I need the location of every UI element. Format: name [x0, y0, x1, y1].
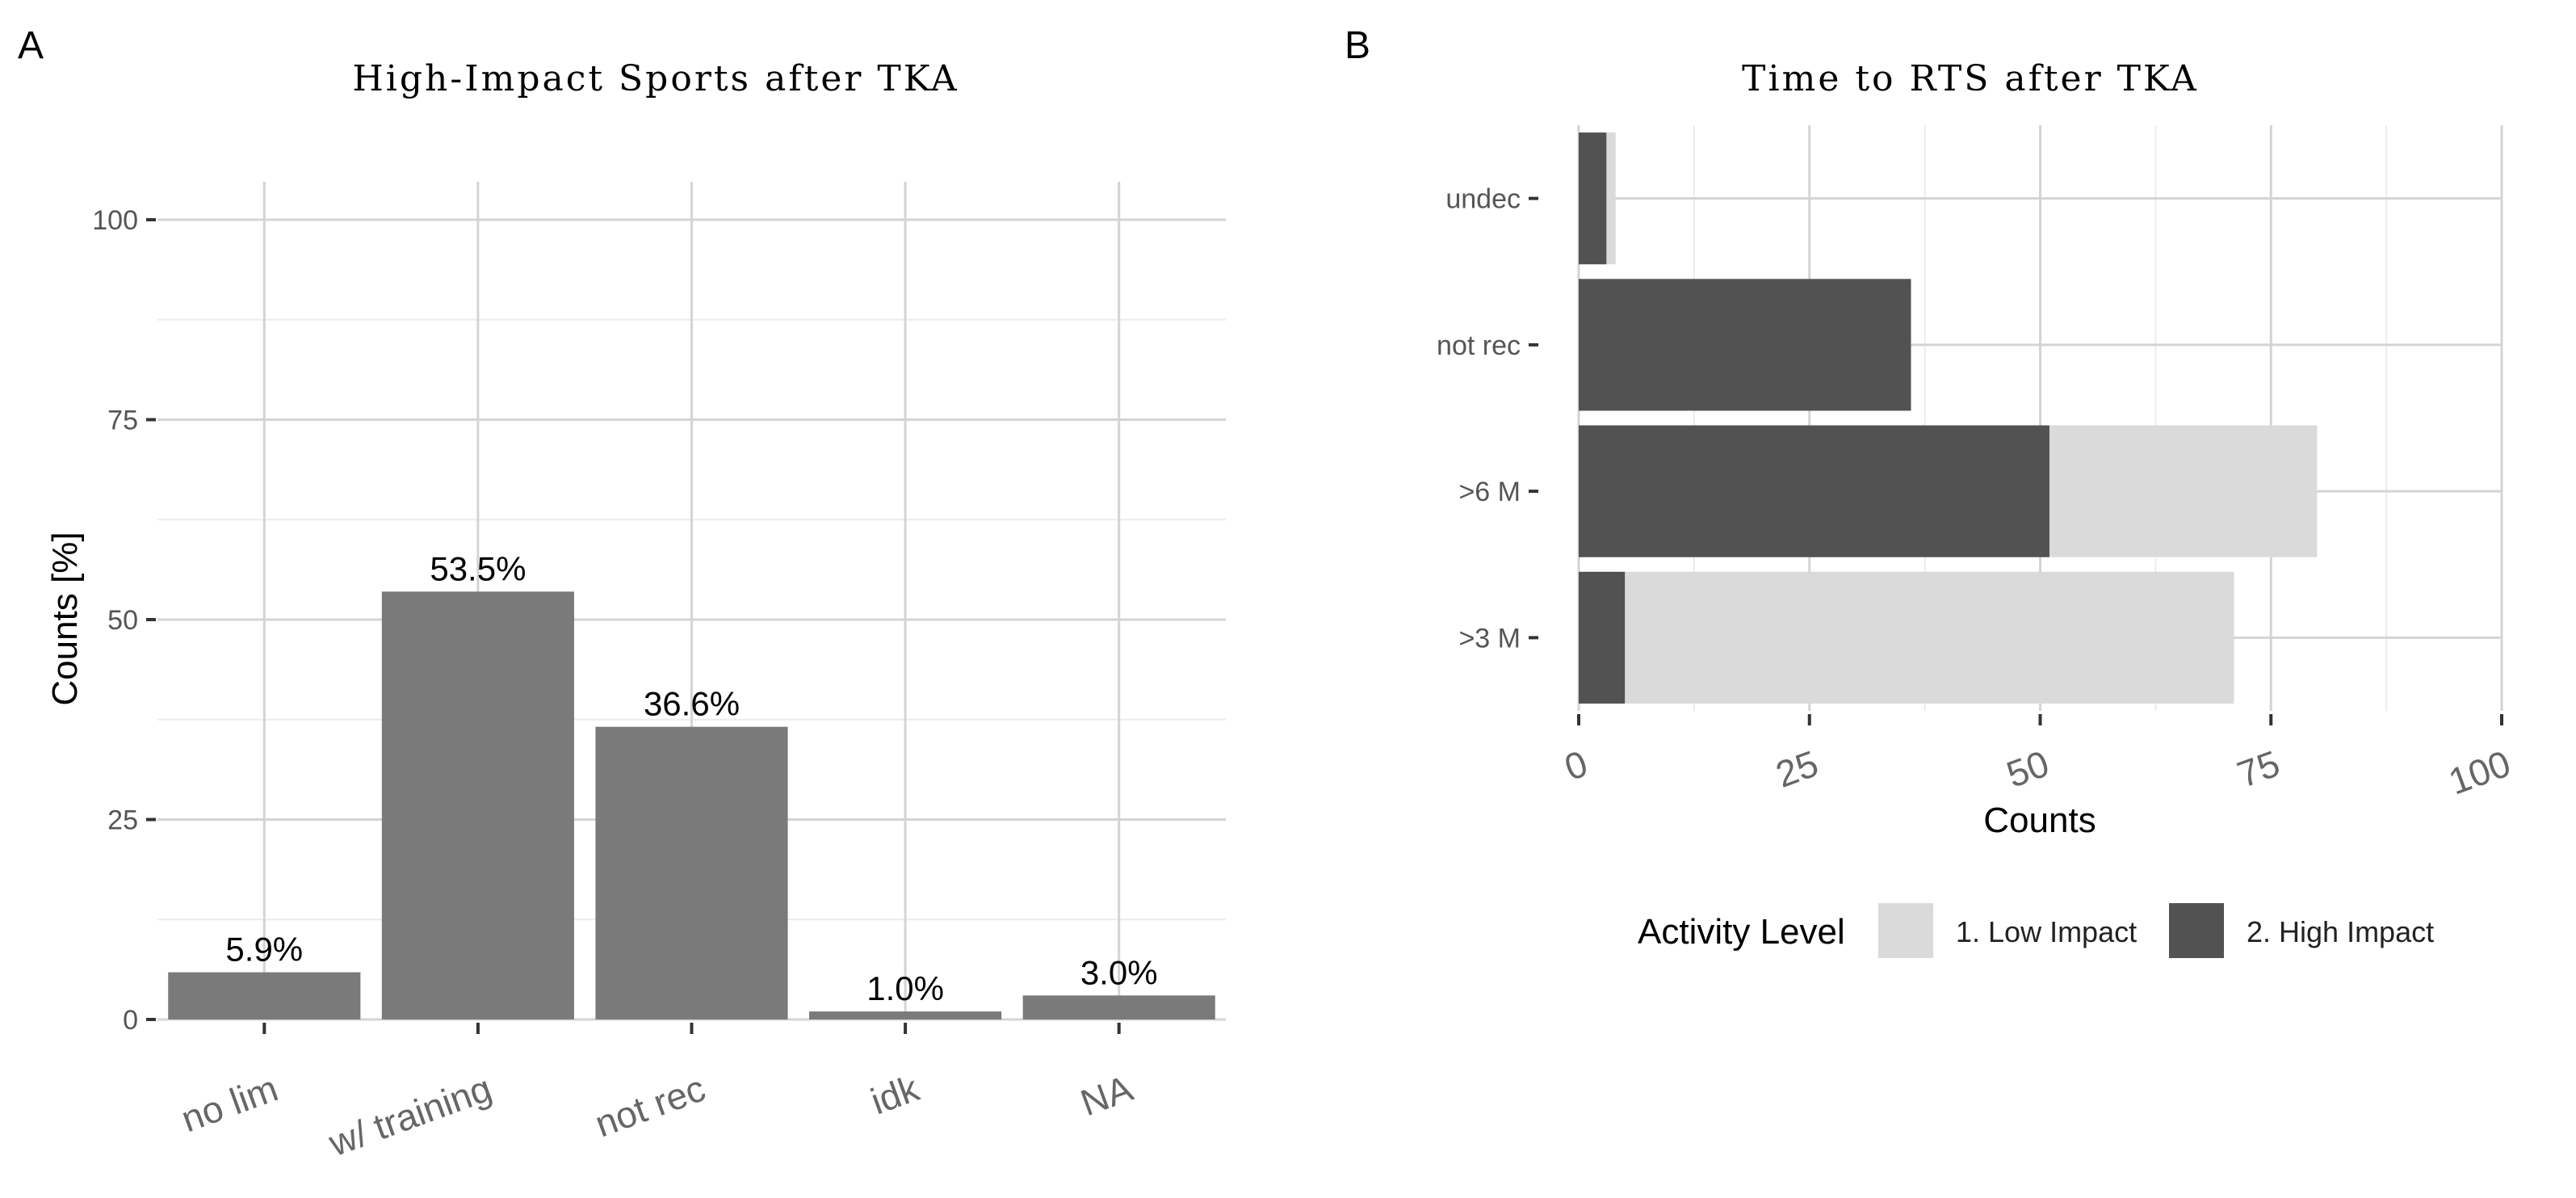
- panel-a-y-axis-title: Counts [%]: [45, 532, 85, 705]
- panel-a-x-tick-label: no lim: [176, 1067, 283, 1141]
- panel-a-y-tick-label: 0: [123, 1005, 138, 1036]
- bar-w-training: [381, 591, 574, 1019]
- bar-3-m-high-impact: [1579, 571, 1626, 704]
- panel-a-data-label: 36.6%: [644, 685, 740, 723]
- panel-b-x-tick-label: 50: [2001, 742, 2054, 796]
- panel-b-x-tick-label: 0: [1559, 742, 1593, 789]
- bar-not-rec-high-impact: [1579, 279, 1911, 411]
- panel-b-y-tick-label: not rec: [1437, 330, 1521, 361]
- panel-a-y-tick-label: 75: [107, 406, 138, 436]
- panel-b-y-tick-label: >6 M: [1458, 477, 1521, 507]
- panel-a-bars: 5.9% 53.5% 36.6% 1.0% 3.0%: [168, 549, 1215, 1019]
- panel-b-y-ticks: undec not rec >6 M >3 M: [1437, 184, 1538, 654]
- bar-3-m-low-impact: [1579, 571, 2234, 704]
- panel-a-x-tick-label: idk: [865, 1066, 925, 1122]
- panel-b-y-tick-label: undec: [1445, 184, 1521, 215]
- legend-key-high-impact: [2169, 903, 2224, 958]
- panel-b-x-tick-label: 100: [2444, 742, 2516, 803]
- panel-b-title: Time to RTS after TKA: [1742, 58, 2199, 99]
- panel-b-y-tick-label: >3 M: [1458, 623, 1521, 654]
- panel-b-x-tick-label: 25: [1770, 742, 1823, 796]
- panel-a-y-tick-label: 25: [107, 805, 138, 836]
- panel-b-bars: [1579, 132, 2318, 704]
- panel-a-x-ticks: no lim w/ training not rec idk NA: [176, 1023, 1138, 1165]
- panel-b-x-axis-title: Counts: [1983, 801, 2096, 840]
- bar-undec-high-impact: [1579, 132, 1607, 265]
- legend-key-low-impact: [1878, 903, 1933, 958]
- panel-a-x-tick-label: NA: [1075, 1066, 1138, 1124]
- panel-a-title: High-Impact Sports after TKA: [352, 58, 959, 99]
- panel-a-data-label: 3.0%: [1080, 953, 1158, 991]
- bar-no-lim: [168, 972, 361, 1019]
- legend-title: Activity Level: [1638, 912, 1845, 952]
- bar-not-rec: [595, 726, 788, 1019]
- bar-na: [1022, 995, 1215, 1019]
- panel-b-x-ticks: 0 25 50 75 100: [1559, 714, 2516, 803]
- legend-label-low-impact: 1. Low Impact: [1956, 915, 2137, 948]
- panel-a-x-tick-label: w/ training: [323, 1067, 497, 1165]
- legend: Activity Level 1. Low Impact 2. High Imp…: [1638, 903, 2434, 958]
- bar-6-m-high-impact: [1579, 425, 2049, 557]
- panel-a-tag: A: [18, 24, 44, 67]
- panel-b-tag: B: [1345, 24, 1370, 67]
- panel-a: A High-Impact Sports after TKA 5.9% 53.5%…: [18, 24, 1226, 1164]
- panel-a-data-label: 5.9%: [225, 931, 303, 969]
- panel-b-x-tick-label: 75: [2232, 742, 2285, 796]
- panel-a-x-tick-label: not rec: [589, 1067, 711, 1145]
- bar-idk: [809, 1011, 1002, 1019]
- panel-b: B Time to RTS after TKA undec not rec >6 M…: [1345, 24, 2515, 958]
- panel-a-data-label: 53.5%: [430, 549, 526, 587]
- legend-label-high-impact: 2. High Impact: [2247, 915, 2434, 948]
- panel-a-y-ticks: 0 25 50 75 100: [92, 205, 156, 1036]
- panel-a-data-label: 1.0%: [866, 969, 944, 1007]
- panel-a-y-tick-label: 100: [92, 205, 138, 236]
- panel-a-y-tick-label: 50: [107, 605, 138, 636]
